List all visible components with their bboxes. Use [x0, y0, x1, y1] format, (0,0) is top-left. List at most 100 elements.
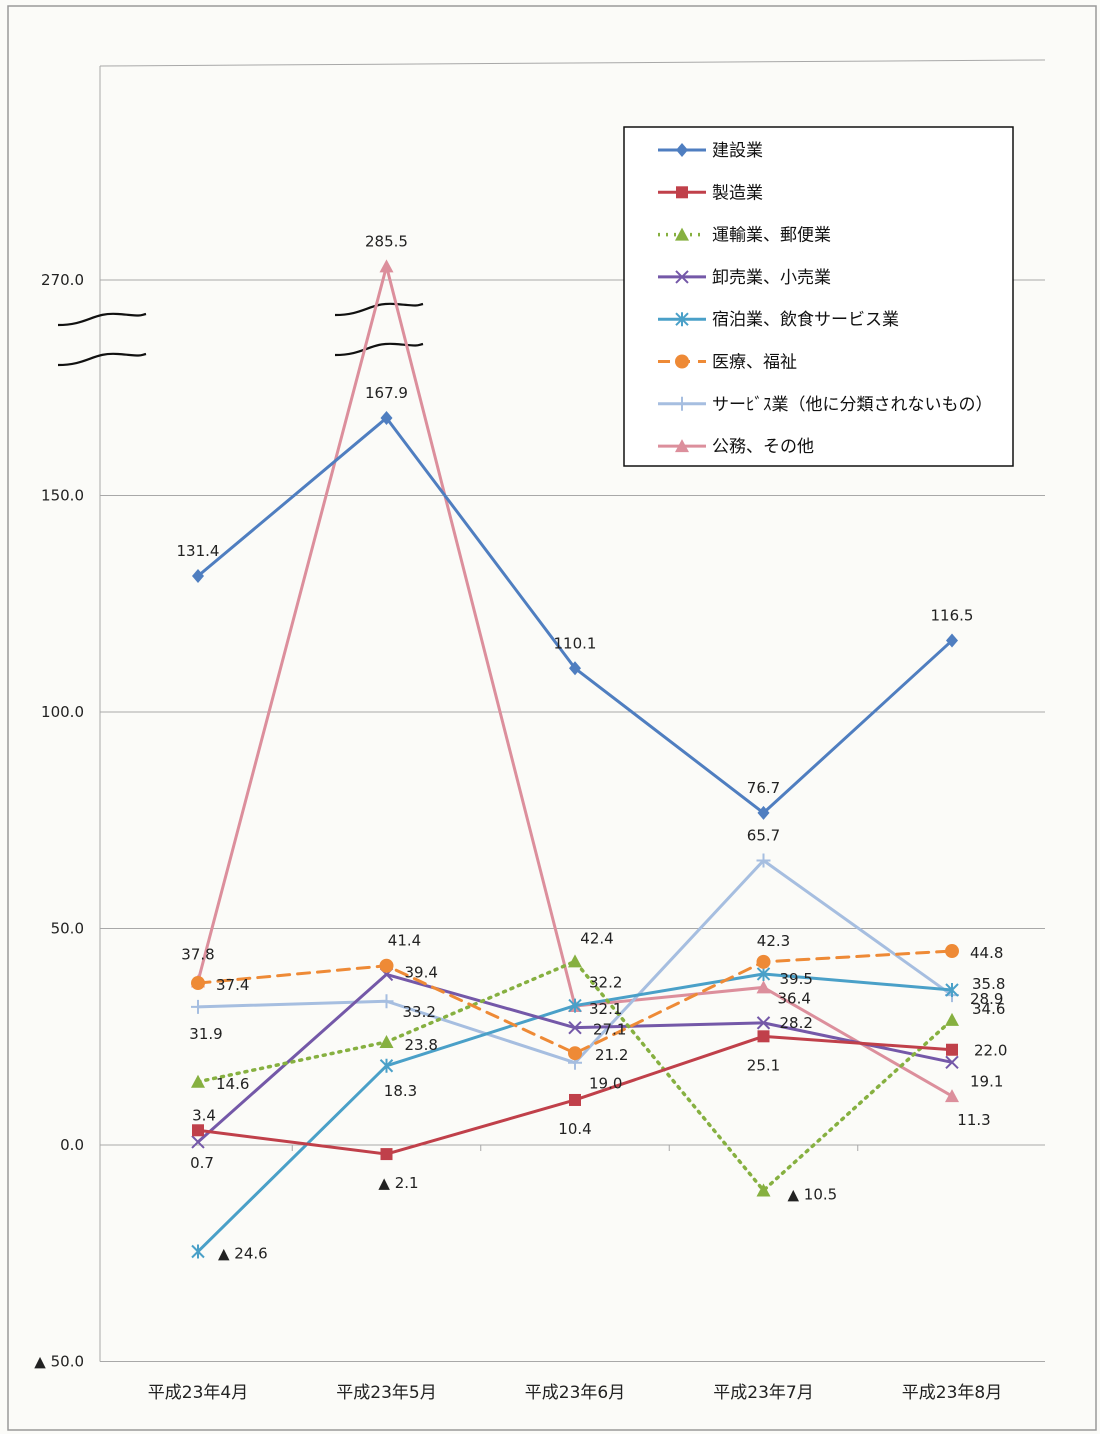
- data-point: [191, 999, 205, 1014]
- legend-label: 製造業: [712, 183, 763, 203]
- legend-label: 宿泊業、飲食サービス業: [712, 310, 899, 330]
- data-point: [945, 944, 959, 959]
- data-point: [675, 396, 689, 411]
- data-label: 33.2: [403, 1003, 436, 1021]
- data-point: [191, 1135, 205, 1149]
- data-label: 116.5: [931, 607, 974, 625]
- data-label: 65.7: [747, 827, 780, 845]
- data-point: [757, 1030, 770, 1043]
- data-point: [568, 1020, 582, 1035]
- x-axis-categories: 平成23年4月 平成23年5月 平成23年6月 平成23年7月 平成23年8月: [148, 1383, 1002, 1403]
- data-label: ▲ 10.5: [788, 1185, 838, 1203]
- x-category-label: 平成23年4月: [148, 1383, 248, 1403]
- data-point: [675, 354, 689, 369]
- x-category-label: 平成23年5月: [336, 1383, 436, 1403]
- data-label: 76.7: [747, 779, 780, 797]
- data-point: [568, 954, 582, 968]
- legend-label: 運輸業、郵便業: [712, 226, 831, 246]
- data-label: 35.8: [972, 975, 1005, 993]
- data-point: [676, 186, 688, 199]
- series-line: [196, 416, 954, 815]
- data-label: 21.2: [595, 1046, 628, 1064]
- legend-item: 宿泊業、飲食サービス業: [658, 310, 899, 330]
- data-labels: 131.4 167.9 110.1 76.7 116.5 3.4 ▲ 2.1 10.4 25.1…: [177, 232, 1008, 1262]
- data-label: 27.1: [593, 1021, 626, 1039]
- data-point: [756, 853, 771, 868]
- data-label: 42.3: [757, 932, 790, 950]
- data-point: [756, 966, 771, 981]
- series: [191, 967, 959, 1149]
- data-point: [675, 227, 689, 241]
- data-point: [675, 270, 689, 284]
- axis-break-mark: [57, 312, 147, 327]
- data-label: 39.5: [780, 970, 813, 988]
- data-label: 25.1: [747, 1056, 780, 1074]
- legend-label: サーﾋﾞｽ業（他に分類されないもの）: [712, 395, 993, 415]
- data-label: 39.4: [405, 963, 438, 981]
- data-point: [191, 976, 205, 991]
- data-point: [191, 1244, 205, 1259]
- series-line: [196, 959, 954, 1193]
- data-label: 32.2: [589, 974, 622, 992]
- x-category-label: 平成23年6月: [525, 1383, 625, 1403]
- data-point: [945, 982, 959, 997]
- legend-item: 運輸業、郵便業: [658, 226, 831, 246]
- data-point: [756, 1016, 771, 1030]
- data-point: [756, 1183, 771, 1197]
- data-point: [946, 633, 958, 648]
- data-label: 0.7: [190, 1154, 214, 1172]
- data-point: [756, 980, 771, 994]
- legend-item: 建設業: [658, 141, 763, 161]
- data-label: 28.2: [780, 1014, 813, 1032]
- legend-label: 建設業: [712, 141, 763, 161]
- y-tick-label: 150.0: [41, 487, 84, 505]
- x-category-label: 平成23年7月: [713, 1383, 813, 1403]
- axis-break-mark: [57, 352, 147, 367]
- data-label: 3.4: [192, 1106, 216, 1124]
- data-label: 19.0: [589, 1075, 622, 1093]
- data-point: [675, 439, 689, 453]
- data-point: [756, 954, 771, 969]
- data-label: 110.1: [554, 634, 597, 652]
- legend-item: 卸売業、小売業: [658, 268, 831, 288]
- data-point: [569, 1093, 581, 1106]
- x-category-label: 平成23年8月: [902, 1383, 1002, 1403]
- data-point: [945, 1089, 959, 1103]
- series-lines: [191, 259, 959, 1259]
- data-label: 19.1: [970, 1072, 1003, 1090]
- data-point: [379, 1058, 394, 1073]
- series: [191, 944, 959, 1061]
- data-label: 131.4: [177, 542, 220, 560]
- data-label: 42.4: [580, 929, 613, 947]
- data-label: 167.9: [365, 384, 408, 402]
- y-tick-label: 0.0: [60, 1136, 84, 1154]
- data-point: [945, 1055, 959, 1070]
- data-label: ▲ 2.1: [378, 1174, 418, 1192]
- series: [192, 1030, 958, 1161]
- data-point: [379, 1034, 394, 1048]
- series: [192, 410, 958, 820]
- data-point: [568, 1046, 582, 1061]
- data-point: [192, 1124, 204, 1137]
- legend-item: 医療、福祉: [658, 353, 797, 373]
- legend-item: 公務、その他: [658, 437, 814, 457]
- data-point: [945, 1012, 959, 1026]
- data-label: 22.0: [974, 1042, 1007, 1060]
- legend-label: 卸売業、小売業: [712, 268, 831, 288]
- series-line: [196, 949, 954, 1055]
- axis-break-mark: [334, 342, 424, 357]
- series-line: [196, 972, 954, 1254]
- y-tick-label: ▲ 50.0: [34, 1353, 84, 1371]
- data-label: 37.4: [216, 976, 249, 994]
- legend-label: 公務、その他: [712, 437, 814, 457]
- data-label: 23.8: [405, 1036, 438, 1054]
- legend-box: [623, 126, 1014, 467]
- data-point: [568, 998, 582, 1013]
- data-label: 18.3: [384, 1082, 417, 1100]
- data-point: [380, 1148, 393, 1161]
- legend-item: サーﾋﾞｽ業（他に分類されないもの）: [658, 395, 993, 415]
- legend: 建設業製造業運輸業、郵便業卸売業、小売業宿泊業、飲食サービス業医療、福祉サーﾋﾞ…: [623, 126, 1014, 467]
- y-tick-label: 270.0: [41, 271, 84, 289]
- data-point: [379, 259, 394, 273]
